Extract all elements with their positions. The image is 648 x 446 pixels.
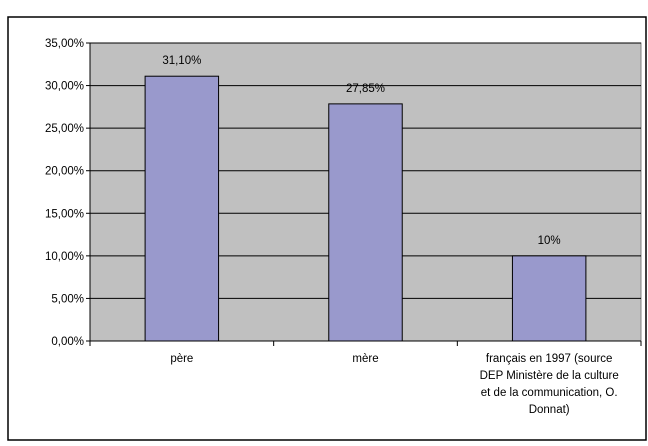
y-tick-label: 30,00% [45, 81, 84, 93]
data-label: 31,10% [162, 55, 201, 67]
x-tick-label: père [170, 353, 193, 365]
y-tick-label: 15,00% [45, 208, 84, 220]
bars [144, 75, 587, 342]
data-label: 27,85% [346, 83, 385, 95]
y-tick-label: 5,00% [51, 293, 84, 305]
data-labels: 31,10% 27,85% 10% [162, 55, 560, 247]
x-tick-label-line: Donnat) [529, 404, 570, 416]
bar [144, 75, 220, 342]
y-tick-label: 0,00% [51, 336, 84, 348]
x-tick-label-line: et de la communication, O. [481, 387, 618, 399]
x-tick-label-line: français en 1997 (source [486, 353, 613, 365]
y-tick-label: 35,00% [45, 38, 84, 50]
y-axis-ticks: 0,00% 5,00% 10,00% 15,00% 20,00% 25,00% 30,00%… [45, 38, 90, 348]
x-tick-label-line: mère [352, 353, 378, 365]
y-tick-label: 25,00% [45, 123, 84, 135]
x-tick-label: mère [352, 353, 378, 365]
y-tick-label: 10,00% [45, 251, 84, 263]
bar [328, 103, 403, 342]
x-axis-labels: père mère français en 1997 (source DEP Mini… [170, 353, 618, 416]
y-tick-label: 20,00% [45, 166, 84, 178]
data-label: 10% [538, 235, 561, 247]
bar [511, 255, 587, 342]
x-tick-label: français en 1997 (source DEP Ministère de… [480, 353, 619, 416]
x-axis-ticks [89, 341, 642, 346]
x-tick-label-line: père [170, 353, 193, 365]
x-tick-label-line: DEP Ministère de la culture [480, 370, 619, 382]
